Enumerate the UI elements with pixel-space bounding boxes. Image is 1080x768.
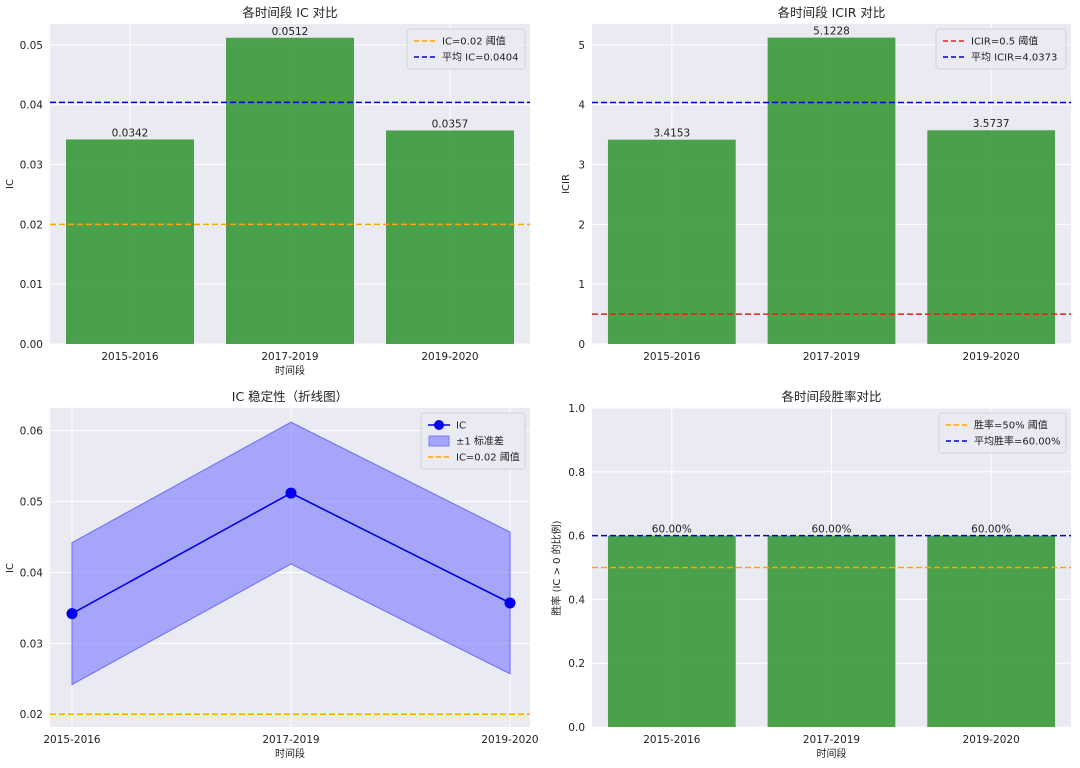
x-tick-label: 2015-2016	[43, 734, 101, 746]
legend-label: IC=0.02 阈值	[456, 451, 520, 464]
chart-3: 0.02 0.03 0.04 0.05 0.06 2015-2016 2017-2019 20…	[5, 389, 539, 760]
y-axis-label: ICIR	[561, 174, 572, 194]
bar	[607, 535, 736, 727]
y-tick-label: 0.05	[20, 40, 43, 52]
y-tick-label: 0.04	[20, 100, 44, 112]
bar	[927, 535, 1056, 727]
y-tick-label: 0.05	[20, 497, 43, 509]
legend-label: 平均 IC=0.0404	[442, 52, 518, 64]
y-tick-label: 0.03	[20, 638, 43, 650]
ic-point	[285, 487, 297, 499]
y-tick-label: 1	[578, 279, 585, 291]
chart-1: 0.00 0.01 0.02 0.03 0.04 0.05 2015-2016 2017-20…	[5, 5, 530, 377]
chart-2: 0 1 2 3 4 5 2015-2016 2017-2019 2019-2020 3.4153 5…	[561, 5, 1071, 363]
x-tick-label: 2017-2019	[262, 734, 319, 746]
bar	[66, 139, 194, 344]
y-tick-label: 5	[578, 40, 585, 52]
legend-marker	[434, 420, 444, 430]
std-band	[71, 421, 511, 686]
legend-label: 平均 ICIR=4.0373	[971, 52, 1057, 64]
legend-label: IC	[456, 421, 466, 432]
x-tick-label: 2019-2020	[963, 351, 1020, 363]
bar-value-label: 0.0512	[272, 26, 309, 38]
y-tick-label: 0.02	[20, 709, 43, 721]
y-tick-label: 0.04	[20, 567, 44, 579]
x-tick-label: 2017-2019	[261, 351, 318, 363]
legend-box	[406, 28, 526, 70]
y-axis-label: IC	[5, 179, 16, 189]
y-tick-label: 0.6	[568, 531, 585, 543]
bar	[607, 139, 736, 344]
legend-box	[935, 28, 1067, 70]
legend-label: 平均胜率=60.00%	[974, 435, 1061, 448]
y-axis-label: 胜率 (IC > 0 的比例)	[550, 520, 563, 615]
bar-value-label: 3.4153	[653, 128, 690, 140]
legend-label: IC=0.02 阈值	[442, 35, 506, 48]
legend-label: 胜率=50% 阈值	[974, 419, 1048, 432]
y-tick-label: 2	[578, 219, 585, 231]
y-tick-label: 0.8	[568, 467, 585, 479]
y-tick-label: 0.06	[20, 426, 44, 438]
y-axis-label: IC	[5, 563, 16, 573]
legend-box	[420, 412, 526, 470]
chart-title: IC 稳定性（折线图）	[232, 389, 348, 404]
x-tick-label: 2019-2020	[421, 351, 478, 363]
x-axis-label: 时间段	[275, 747, 305, 760]
x-axis-label: 时间段	[275, 364, 305, 377]
y-tick-label: 0.2	[568, 658, 585, 670]
bar-value-label: 0.0342	[112, 127, 149, 139]
bar-value-label: 0.0357	[432, 118, 469, 130]
bar	[226, 37, 354, 344]
legend-box	[938, 412, 1067, 454]
x-tick-label: 2015-2016	[643, 734, 701, 746]
legend-label: ICIR=0.5 阈值	[971, 35, 1038, 48]
y-tick-label: 0.03	[20, 160, 43, 172]
legend: IC ±1 标准差 IC=0.02 阈值	[420, 412, 526, 470]
bar	[767, 37, 896, 344]
bar-value-label: 5.1228	[813, 26, 850, 38]
x-tick-label: 2015-2016	[101, 351, 159, 363]
bar-value-label: 60.00%	[971, 524, 1011, 536]
x-tick-label: 2019-2020	[963, 734, 1020, 746]
x-tick-label: 2017-2019	[803, 351, 860, 363]
y-tick-label: 0.02	[20, 219, 43, 231]
y-tick-label: 1.0	[568, 403, 585, 415]
y-tick-label: 4	[578, 100, 585, 112]
x-axis-label: 时间段	[817, 747, 847, 760]
bar	[927, 130, 1056, 344]
ic-point	[66, 608, 78, 620]
ic-point	[504, 597, 516, 609]
bar-value-label: 60.00%	[652, 524, 692, 536]
bar	[767, 535, 896, 727]
x-tick-label: 2017-2019	[803, 734, 860, 746]
chart-title: 各时间段 IC 对比	[242, 5, 337, 20]
chart-title: 各时间段胜率对比	[781, 389, 881, 404]
bar-value-label: 60.00%	[811, 524, 851, 536]
x-tick-label: 2015-2016	[643, 351, 701, 363]
y-tick-label: 0.4	[568, 594, 585, 606]
y-tick-label: 0.0	[568, 722, 585, 734]
legend-label: ±1 标准差	[456, 435, 504, 448]
chart-4: 0.0 0.2 0.4 0.6 0.8 1.0 2015-2016 2017-2019 2019…	[550, 389, 1071, 760]
y-tick-label: 0.01	[20, 279, 43, 291]
y-tick-label: 0	[578, 339, 585, 351]
legend-swatch	[428, 435, 450, 447]
bar	[386, 130, 514, 344]
chart-title: 各时间段 ICIR 对比	[778, 5, 886, 20]
x-tick-label: 2019-2020	[481, 734, 538, 746]
bar-value-label: 3.5737	[973, 118, 1010, 130]
y-tick-label: 3	[578, 160, 585, 172]
y-tick-label: 0.00	[20, 339, 43, 351]
